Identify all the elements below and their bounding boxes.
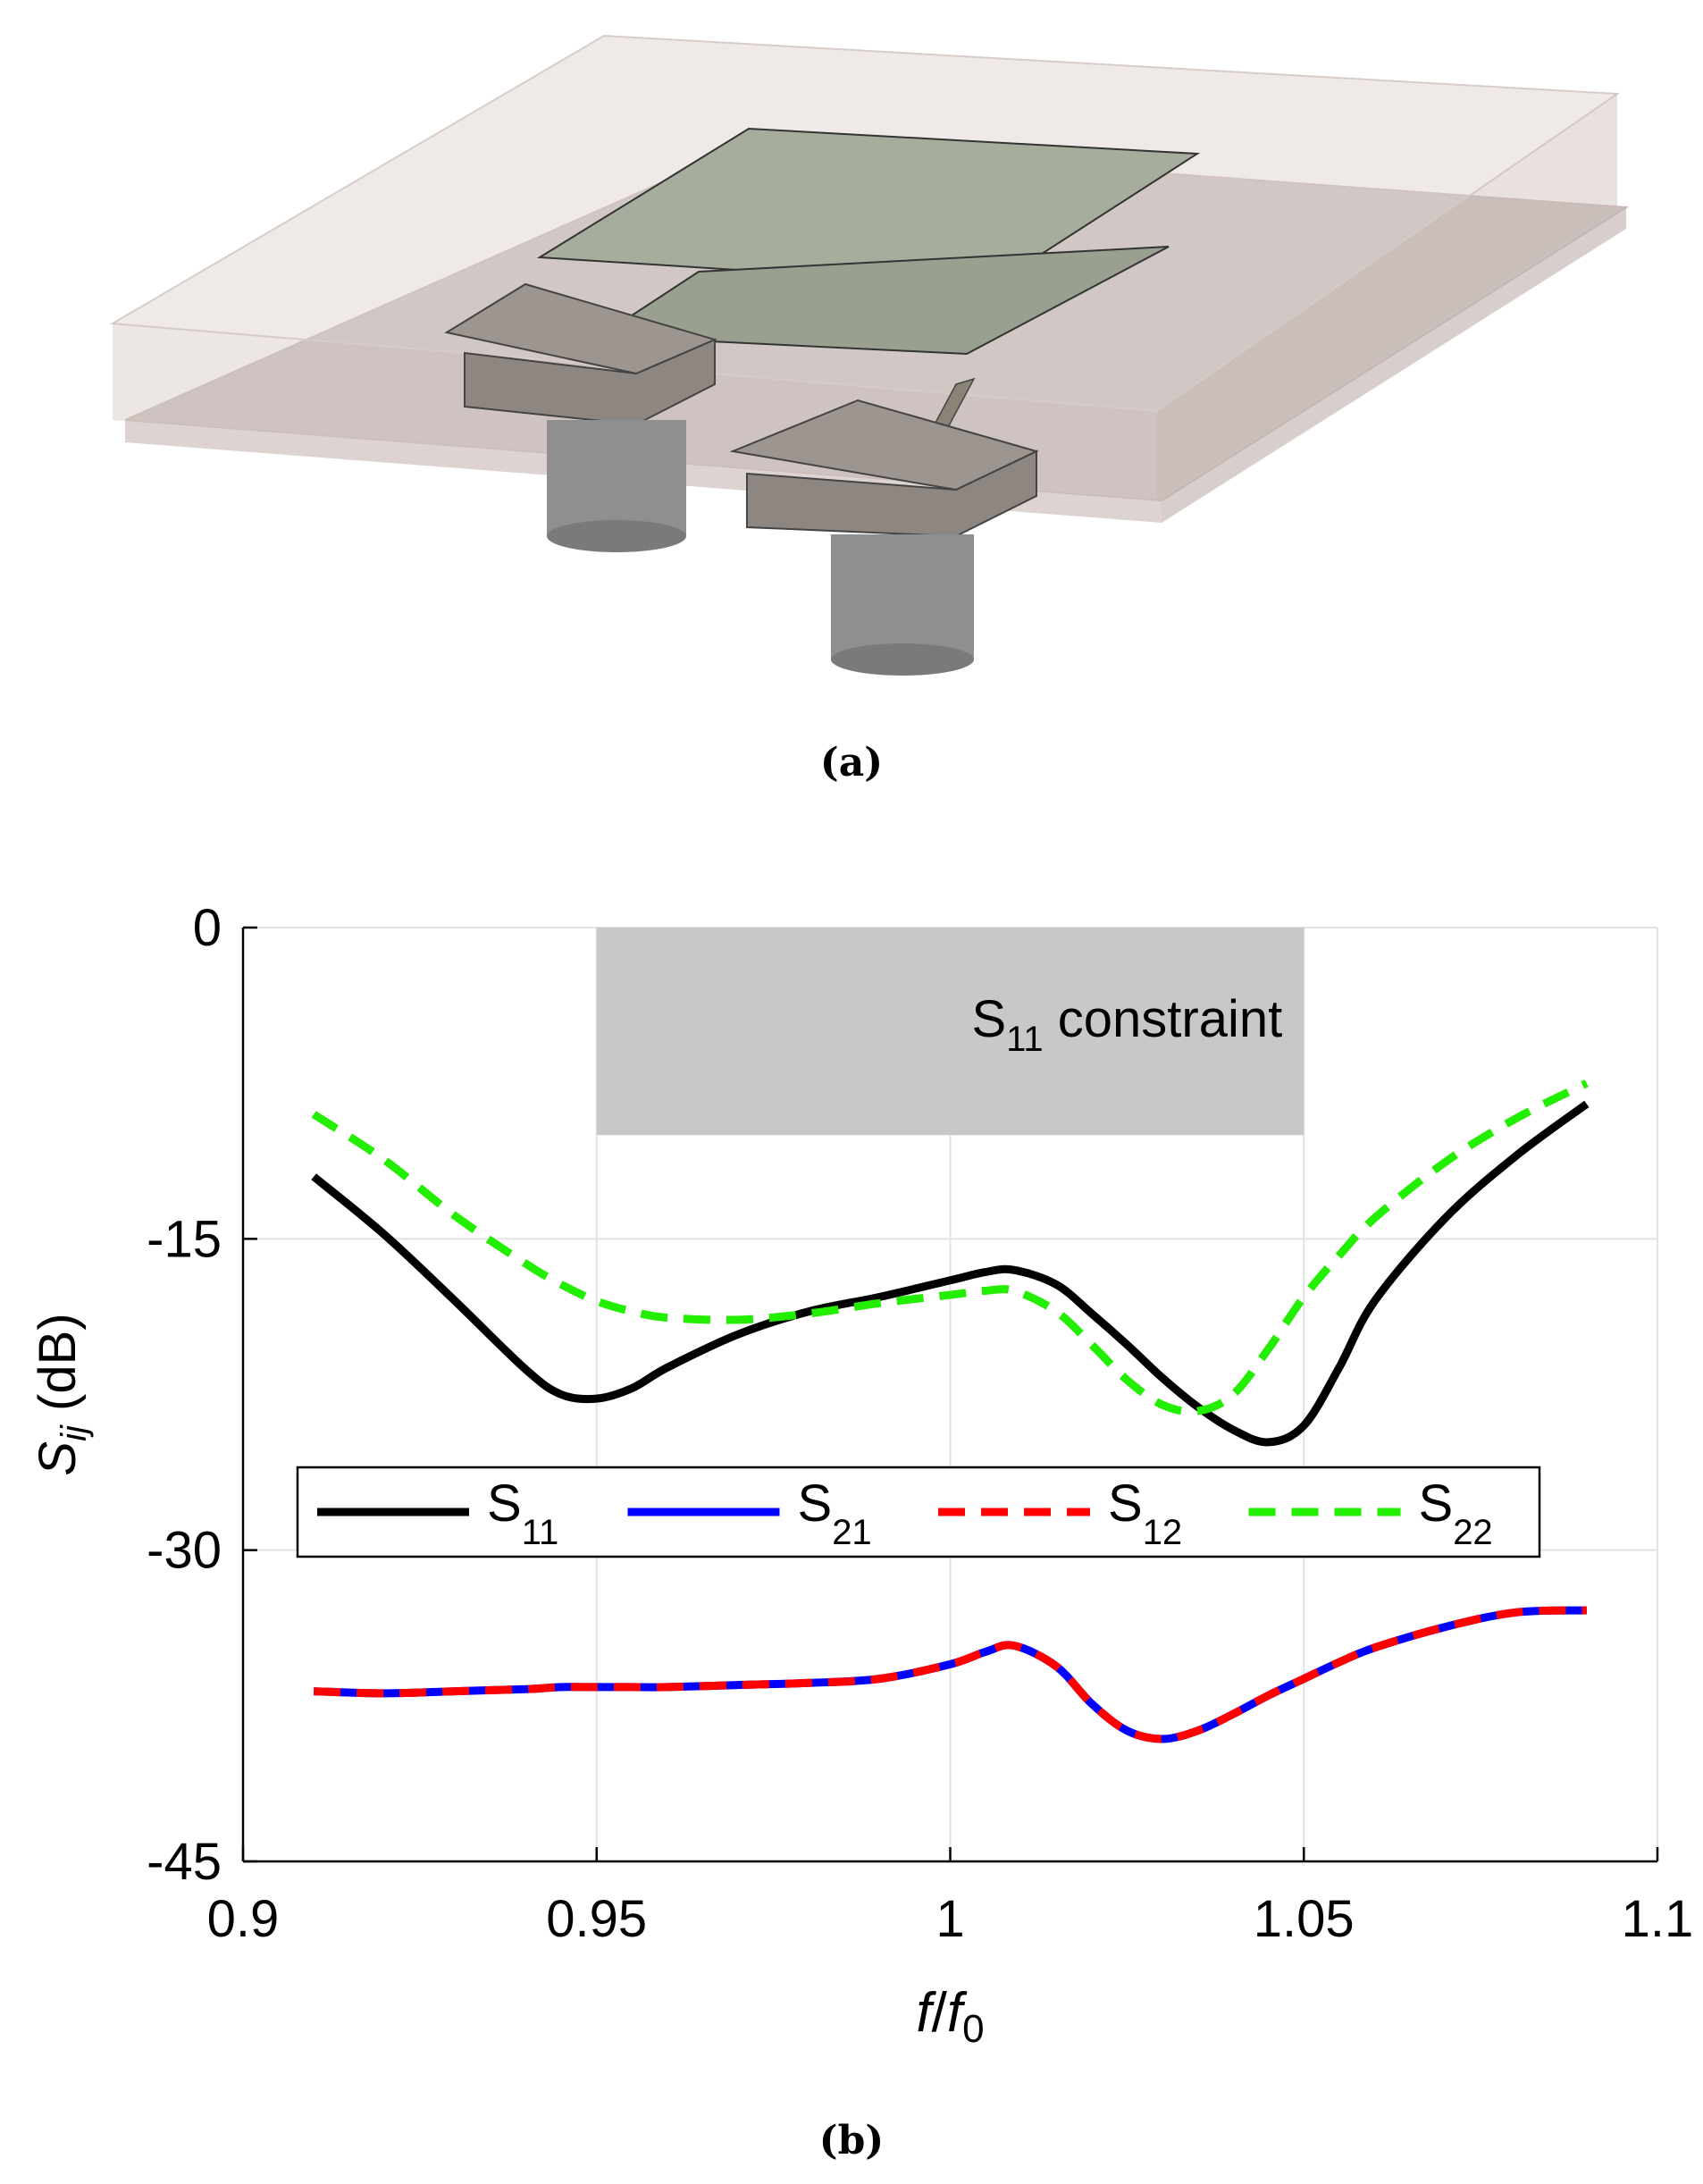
series-layer — [311, 1079, 1590, 1743]
constraint-label-main: S — [971, 990, 1006, 1048]
antenna-3d-model-illustration — [109, 34, 1630, 676]
x-tick-label: 0.95 — [546, 1890, 647, 1948]
legend-label-main: S — [798, 1474, 833, 1533]
right-connector-pin-body — [831, 534, 974, 659]
constraint-region — [596, 928, 1305, 1136]
right-connector-pin-base — [831, 643, 974, 676]
x-tick-label: 1.05 — [1254, 1890, 1355, 1948]
legend-label-sub: 21 — [832, 1513, 872, 1552]
series-line-s11 — [311, 1100, 1590, 1447]
y-axis-label: Sij (dB) — [29, 1313, 94, 1475]
x-axis-label: f/f0 — [916, 1982, 984, 2051]
y-tick-label: -45 — [147, 1833, 222, 1891]
y-tick-label: -15 — [147, 1210, 222, 1268]
y-label-sub: ij — [55, 1424, 94, 1441]
legend-label-s21: S21 — [798, 1474, 872, 1552]
legend-label-main: S — [1108, 1474, 1143, 1533]
legend-label-s11: S11 — [487, 1474, 558, 1552]
series-line-s12 — [314, 1606, 1587, 1743]
series-line-s22 — [311, 1079, 1589, 1416]
x-label-sub: 0 — [962, 2007, 984, 2051]
legend-label-sub: 22 — [1453, 1513, 1493, 1552]
legend-label-sub: 12 — [1143, 1513, 1183, 1552]
x-tick-label: 1.1 — [1622, 1890, 1694, 1948]
substrate-lower-side — [1162, 207, 1626, 523]
legend-label-main: S — [487, 1474, 522, 1533]
panel-a-caption: (a) — [819, 740, 884, 785]
legend-label-sub: 11 — [522, 1513, 559, 1552]
legend-label-main: S — [1419, 1474, 1454, 1533]
bottom-patch — [597, 246, 1170, 356]
constraint-label-rest: constraint — [1044, 990, 1283, 1048]
x-tick-label: 1 — [935, 1890, 964, 1948]
right-connector-top — [729, 399, 1039, 491]
legend-box — [296, 1466, 1541, 1558]
y-tick-label: -30 — [147, 1522, 222, 1580]
constraint-label: S11 constraint — [971, 990, 1282, 1059]
y-label-s: S — [29, 1441, 87, 1476]
x-tick-label: 0.9 — [207, 1890, 280, 1948]
constraint-label-sub: 11 — [1006, 1020, 1044, 1059]
y-tick-label: 0 — [193, 899, 222, 957]
axes-layer: 0.9 0.95 1 1.05 1.1 0 -15 -30 -45 — [147, 899, 1693, 1948]
left-connector-pin-body — [547, 420, 686, 536]
legend-label-s12: S12 — [1108, 1474, 1182, 1552]
s-parameter-chart: S11 constraint 0.9 0.95 1 1.05 1.10-15-30-45… — [29, 899, 1693, 2051]
substrate-upper-side — [1157, 94, 1617, 500]
legend: S11 S21 S12 S22 — [296, 1466, 1541, 1558]
legend-label-s22: S22 — [1419, 1474, 1493, 1552]
left-connector-pin-base — [547, 520, 686, 552]
left-connector-top — [444, 282, 717, 375]
panel-b-caption: (b) — [818, 2118, 885, 2163]
y-label-unit: (dB) — [29, 1313, 87, 1425]
x-label-slash: / — [932, 1982, 948, 2044]
